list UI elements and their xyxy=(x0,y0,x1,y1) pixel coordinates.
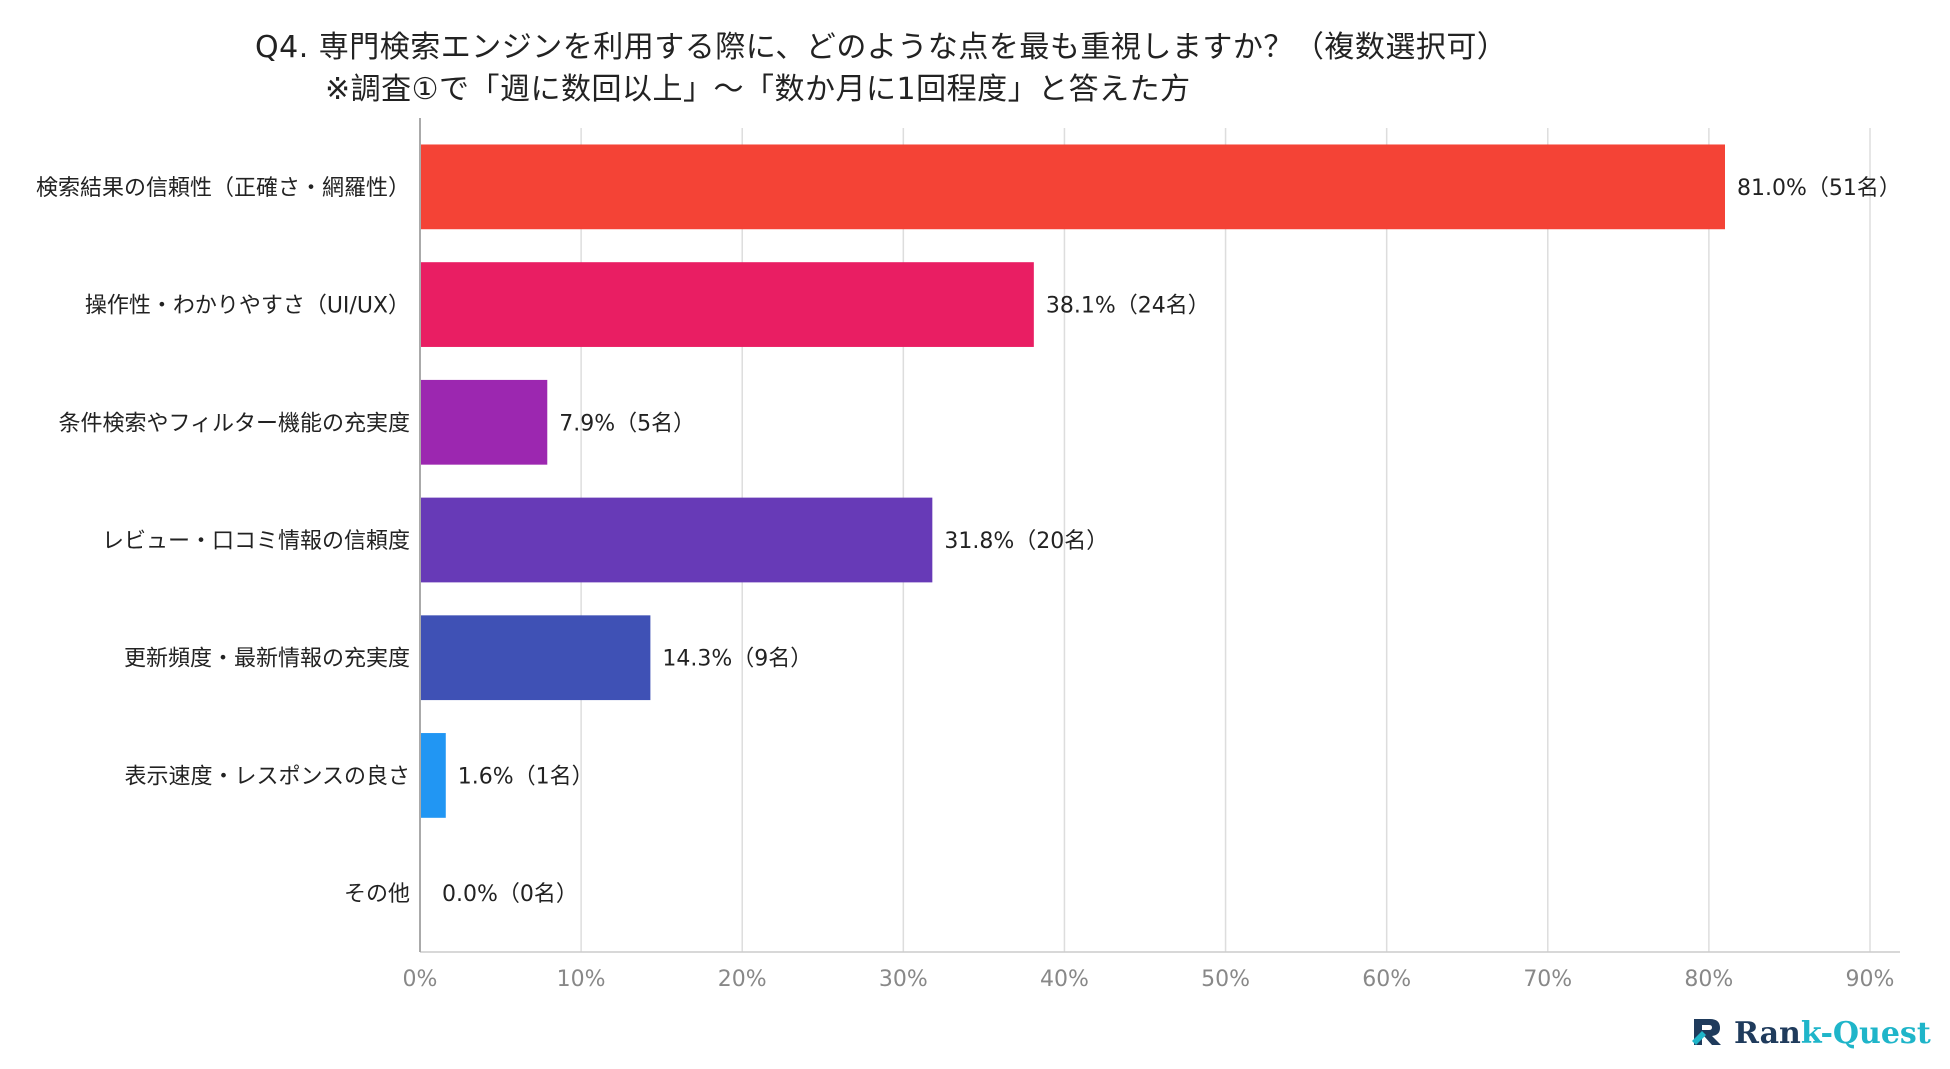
bar xyxy=(420,733,446,818)
data-label: 81.0%（51名） xyxy=(1737,176,1901,201)
x-tick-label: 20% xyxy=(718,967,767,992)
bar xyxy=(420,379,548,465)
x-tick-label: 40% xyxy=(1040,967,1089,992)
x-tick-label: 70% xyxy=(1523,967,1572,992)
bar xyxy=(420,497,933,583)
rank-quest-logo-text: Rank-Quest xyxy=(1734,1015,1931,1051)
rank-quest-logo-icon xyxy=(1690,1015,1726,1051)
data-label: 38.1%（24名） xyxy=(1046,294,1210,319)
category-label: 更新頻度・最新情報の充実度 xyxy=(124,647,410,672)
data-label: 1.6%（1名） xyxy=(458,764,594,789)
x-tick-label: 90% xyxy=(1846,967,1895,992)
x-tick-label: 80% xyxy=(1684,967,1733,992)
x-tick-label: 10% xyxy=(557,967,606,992)
rank-quest-logo: Rank-Quest xyxy=(1690,1015,1931,1051)
data-label: 31.8%（20名） xyxy=(944,529,1108,554)
category-label: 検索結果の信頼性（正確さ・網羅性） xyxy=(36,176,410,201)
category-label: その他 xyxy=(344,882,410,907)
bar xyxy=(420,144,1725,230)
chart-title: Q4. 専門検索エンジンを利用する際に、どのような点を最も重視しますか？（複数選… xyxy=(255,30,1508,65)
data-label: 7.9%（5名） xyxy=(559,411,695,436)
category-label: 条件検索やフィルター機能の充実度 xyxy=(58,411,410,436)
bar xyxy=(420,615,651,701)
x-tick-label: 60% xyxy=(1362,967,1411,992)
category-label: レビュー・口コミ情報の信頼度 xyxy=(102,529,410,554)
x-tick-label: 30% xyxy=(879,967,928,992)
x-tick-label: 50% xyxy=(1201,967,1250,992)
chart-subtitle: ※調査①で「週に数回以上」～「数か月に1回程度」と答えた方 xyxy=(325,72,1191,107)
x-tick-label: 0% xyxy=(403,967,438,992)
bar xyxy=(420,262,1034,347)
category-label: 表示速度・レスポンスの良さ xyxy=(124,764,410,789)
data-label: 14.3%（9名） xyxy=(662,647,812,672)
category-label: 操作性・わかりやすさ（UI/UX） xyxy=(85,294,410,319)
data-label: 0.0%（0名） xyxy=(442,882,578,907)
